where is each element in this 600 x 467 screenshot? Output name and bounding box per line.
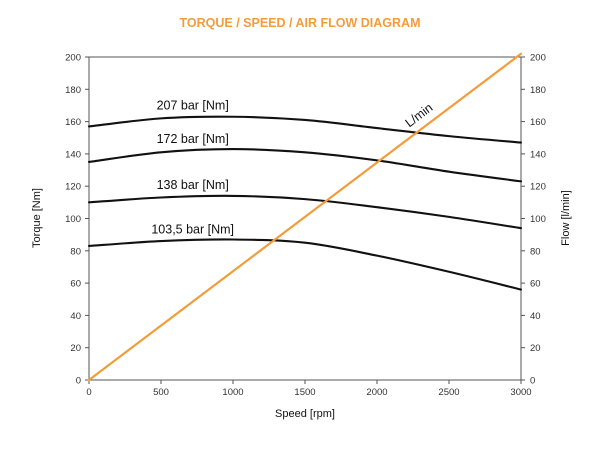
y-tick-label-left: 160 — [65, 117, 81, 128]
y-tick-label-right: 60 — [530, 279, 541, 290]
y-tick-label-right: 140 — [530, 149, 546, 160]
x-tick-label: 2000 — [366, 387, 387, 398]
chart-title: TORQUE / SPEED / AIR FLOW DIAGRAM — [180, 16, 421, 30]
y-tick-label-right: 20 — [530, 343, 541, 354]
y-tick-label-left: 140 — [65, 149, 81, 160]
series-label-torque: 103,5 bar [Nm] — [151, 222, 234, 236]
x-tick-label: 1000 — [222, 387, 243, 398]
y-tick-label-left: 100 — [65, 214, 81, 225]
x-tick-label: 1500 — [294, 387, 315, 398]
y-axis-title-right: Flow [l/min] — [560, 190, 572, 246]
y-tick-label-right: 160 — [530, 117, 546, 128]
y-axis-left: 0 20 40 60 80 100 120 140 160 180 200 — [65, 53, 89, 387]
y-tick-label-right: 100 — [530, 214, 546, 225]
y-tick-label-right: 200 — [530, 53, 546, 64]
series-line-torque — [87, 115, 523, 144]
y-tick-label-left: 180 — [65, 85, 81, 96]
y-axis-right: 0 20 40 60 80 100 120 140 160 180 200 — [521, 53, 546, 387]
y-tick-label-right: 40 — [530, 311, 541, 322]
x-tick-label: 3000 — [510, 387, 531, 398]
series-line-torque — [87, 238, 523, 291]
y-tick-label-left: 20 — [70, 343, 81, 354]
y-tick-label-right: 120 — [530, 182, 546, 193]
series-line-flow — [87, 52, 523, 382]
x-tick-label: 0 — [86, 387, 91, 398]
x-tick-label: 2500 — [438, 387, 459, 398]
y-tick-label-right: 80 — [530, 246, 541, 257]
y-tick-label-left: 60 — [70, 279, 81, 290]
series-layer — [87, 52, 523, 382]
series-line-torque — [87, 148, 523, 183]
x-tick-label: 500 — [153, 387, 169, 398]
y-tick-label-left: 120 — [65, 182, 81, 193]
series-label-torque: 207 bar [Nm] — [157, 99, 229, 113]
y-tick-label-left: 40 — [70, 311, 81, 322]
series-label-flow: L/min — [403, 100, 436, 130]
y-tick-label-left: 200 — [65, 53, 81, 64]
y-axis-title-left: Torque [Nm] — [31, 188, 43, 248]
series-line-torque — [87, 194, 523, 230]
series-label-torque: 138 bar [Nm] — [157, 178, 229, 192]
y-tick-label-right: 180 — [530, 85, 546, 96]
x-axis: 0 500 1000 1500 2000 2500 3000 — [86, 380, 532, 398]
y-tick-label-right: 0 — [530, 376, 535, 387]
y-tick-label-left: 80 — [70, 246, 81, 257]
x-axis-title: Speed [rpm] — [275, 408, 335, 420]
series-label-torque: 172 bar [Nm] — [157, 132, 229, 146]
y-tick-label-left: 0 — [76, 376, 81, 387]
